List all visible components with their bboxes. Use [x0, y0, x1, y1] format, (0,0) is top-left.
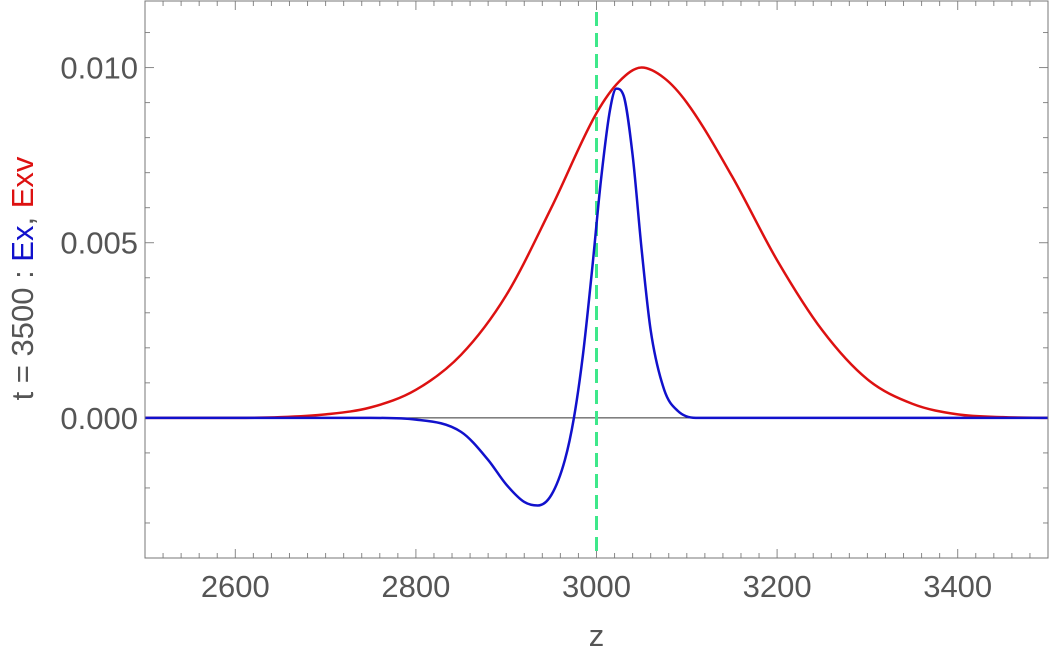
y-tick-label: 0.000: [60, 401, 138, 436]
y-axis-title-ex: Ex: [5, 225, 40, 262]
y-axis-title: t = 3500 : Ex, Exv: [5, 156, 40, 400]
series-line-exv: [145, 66, 1049, 420]
x-tick-label: 3400: [923, 569, 992, 604]
y-axis-title-exv: Exv: [5, 156, 40, 208]
series-layer: [145, 66, 1049, 507]
x-tick-label: 3000: [562, 569, 631, 604]
y-tick-label: 0.005: [60, 226, 138, 261]
y-tick-label: 0.010: [60, 51, 138, 86]
y-axis-title-separator: ,: [5, 208, 40, 225]
x-tick-label: 2800: [381, 569, 450, 604]
series-line-ex: [145, 87, 1048, 507]
x-tick-label: 3200: [743, 569, 812, 604]
y-axis-title-prefix: t = 3500 :: [5, 262, 40, 401]
tick-labels: 2600 2800 3000 3200 3400 0.000 0.005 0.010: [60, 51, 992, 604]
plot-frame: [144, 0, 1049, 559]
x-tick-label: 2600: [201, 569, 270, 604]
x-axis-title: z: [589, 618, 605, 653]
